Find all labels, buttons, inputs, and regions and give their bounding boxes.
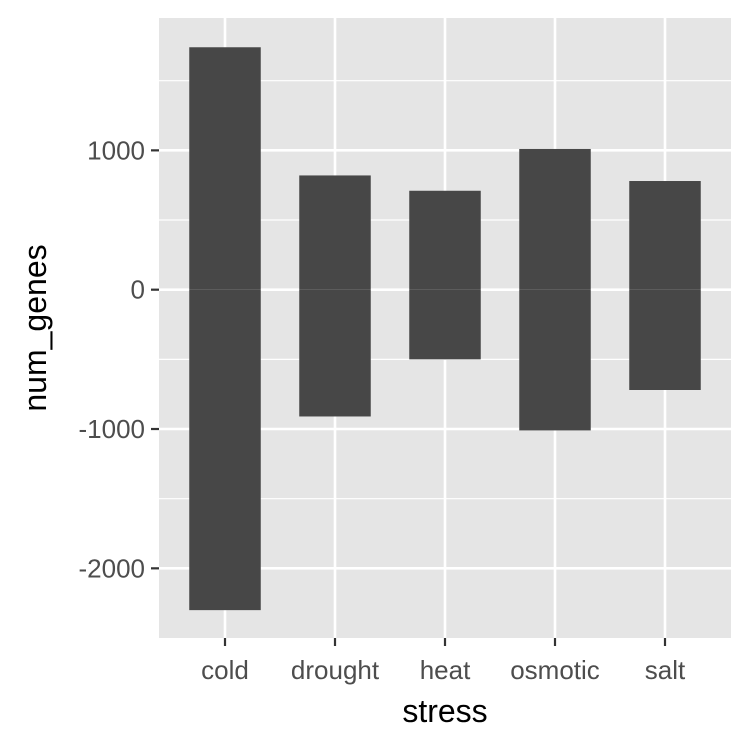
bar-heat-down [409, 289, 481, 360]
x-axis: cold drought heat osmotic salt [201, 638, 686, 685]
bar-drought-up [299, 175, 371, 290]
x-tick-label: heat [420, 655, 471, 685]
x-tick-label: drought [291, 655, 380, 685]
y-tick-label: -2000 [79, 553, 146, 583]
y-axis: -2000 -1000 0 1000 [79, 135, 159, 583]
bar-cold-up [189, 47, 261, 290]
bar-osmotic-up [519, 148, 591, 290]
bar-drought-down [299, 289, 371, 417]
bar-osmotic-down [519, 289, 591, 431]
bar-salt-up [629, 181, 701, 290]
y-tick-label: -1000 [79, 414, 146, 444]
x-axis-title: stress [402, 693, 487, 729]
x-tick-label: cold [201, 655, 249, 685]
y-tick-label: 0 [131, 275, 145, 305]
bar-salt-down [629, 289, 701, 390]
y-tick-label: 1000 [87, 135, 145, 165]
bar-cold-down [189, 289, 261, 611]
x-tick-label: salt [645, 655, 686, 685]
bars [189, 47, 701, 611]
y-axis-title: num_genes [17, 244, 53, 411]
bar-heat-up [409, 190, 481, 290]
x-tick-label: osmotic [510, 655, 600, 685]
